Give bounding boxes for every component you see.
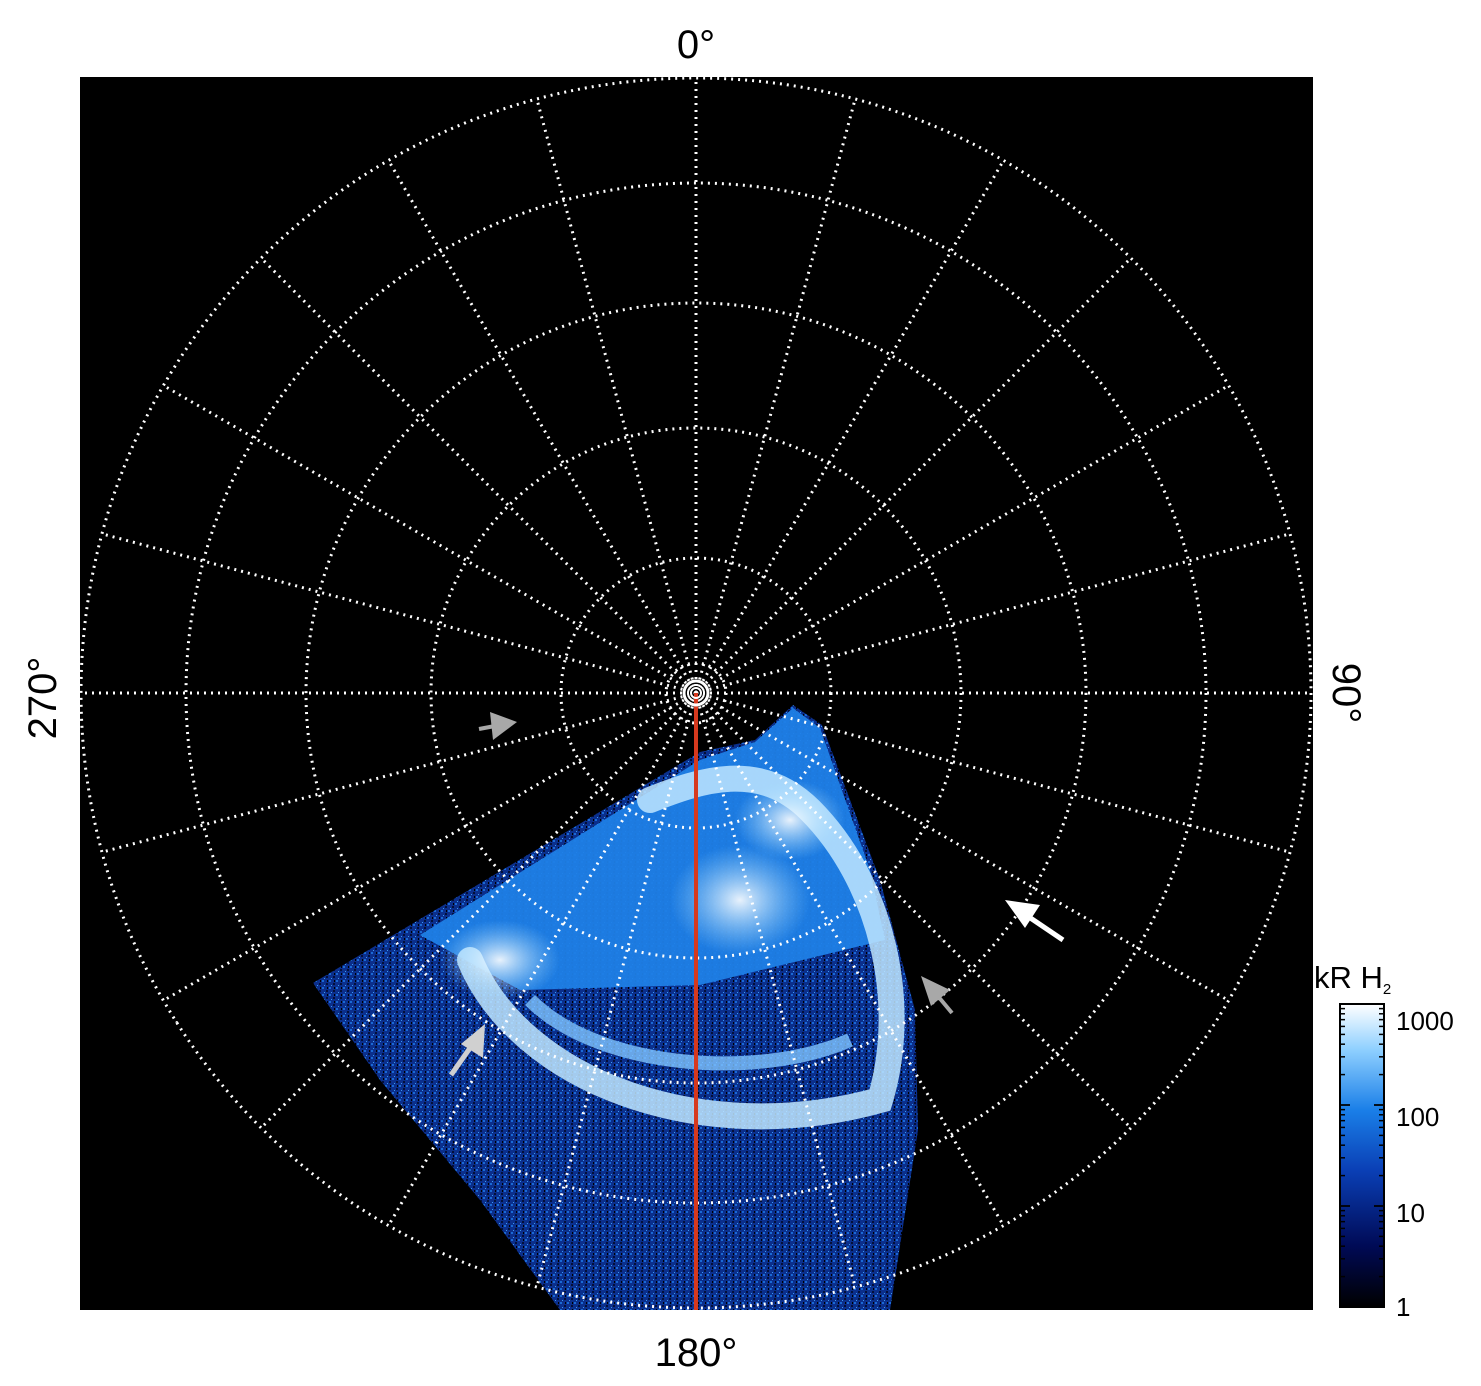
label-0-deg: 0° [677, 23, 715, 67]
label-270-deg: 270° [21, 657, 65, 740]
grid-meridian [695, 691, 1291, 854]
grid-meridian [162, 384, 697, 695]
arrow-gray-right [921, 976, 954, 1015]
grid-meridian [535, 692, 698, 1288]
grid-meridian [260, 257, 698, 695]
aurora-bright-spot-3 [440, 920, 560, 1000]
grid-meridian [694, 691, 1132, 1129]
grid-meridian [535, 98, 698, 694]
aurora-bright-spot [670, 845, 810, 955]
grid-meridian [694, 98, 857, 694]
aurora-oval [457, 765, 905, 1130]
grid-meridian [260, 691, 698, 1129]
grid-ring [184, 181, 1208, 1205]
grid-meridian [694, 692, 857, 1288]
grid-meridian [387, 159, 698, 694]
grid-ring [304, 301, 1088, 1085]
aurora-bright-spot-2 [735, 780, 845, 860]
colorbar-tick-10: 10 [1396, 1198, 1425, 1228]
pole-marker-inner [690, 687, 702, 699]
grid-meridian [162, 691, 697, 1002]
grid-meridian [695, 384, 1230, 695]
label-180-deg: 180° [655, 1331, 738, 1375]
colorbar-tick-1000: 1000 [1396, 1006, 1454, 1036]
arrow-white [1005, 900, 1065, 943]
grid-ring [80, 77, 1313, 1310]
colorbar: kR H2 1000 100 10 1 [1314, 960, 1454, 1322]
grid-meridian [694, 692, 1005, 1227]
colorbar-tick-1: 1 [1396, 1292, 1410, 1322]
colorbar-tick-100: 100 [1396, 1102, 1439, 1132]
grid-meridian [695, 532, 1291, 695]
pole-marker-outer [682, 679, 710, 707]
grid-meridian [695, 691, 1230, 1002]
arrow-gray-left [478, 712, 517, 740]
colorbar-gradient [1339, 1003, 1385, 1308]
aurora-image [313, 705, 918, 1310]
colorbar-title: kR H2 [1314, 960, 1391, 998]
label-90-deg: 90° [1324, 663, 1368, 724]
grid-meridian [694, 159, 1005, 694]
colorbar-ticks [1340, 1003, 1384, 1308]
grid-meridian [101, 532, 697, 695]
grid-ring [429, 426, 963, 960]
aurora-oval-inner [525, 994, 853, 1071]
grid-meridian [694, 257, 1132, 695]
grid-meridian [101, 691, 697, 854]
grid-meridian [387, 692, 698, 1227]
arrow-light-gray [448, 1024, 485, 1077]
